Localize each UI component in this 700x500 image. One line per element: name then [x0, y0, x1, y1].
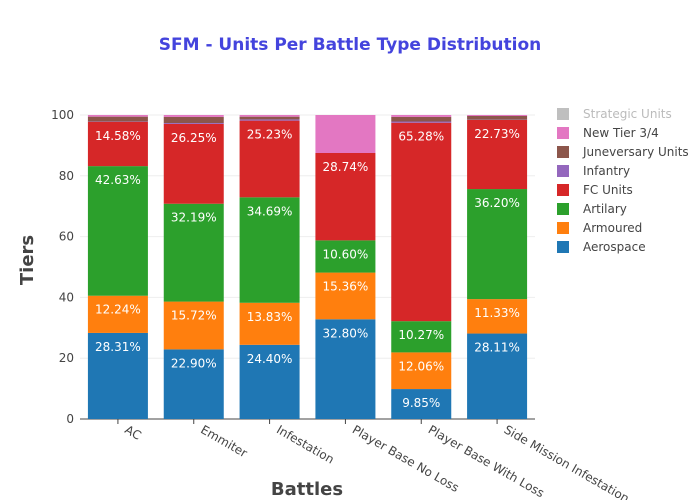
- data-label: 15.72%: [171, 309, 217, 323]
- data-label: 65.28%: [398, 130, 444, 144]
- legend-label[interactable]: Aerospace: [583, 240, 646, 254]
- y-tick-label: 100: [51, 108, 74, 122]
- bar-segment[interactable]: [87, 295, 148, 333]
- bar-segment[interactable]: [163, 115, 224, 117]
- bar-segment[interactable]: [87, 121, 148, 167]
- data-label: 28.11%: [474, 341, 520, 355]
- data-label: 22.73%: [474, 127, 520, 141]
- bar-segment[interactable]: [239, 120, 300, 198]
- bar-segment[interactable]: [239, 302, 300, 345]
- data-label: 32.19%: [171, 211, 217, 225]
- bar-segment[interactable]: [391, 121, 452, 123]
- x-tick-label: Infestation: [274, 422, 336, 466]
- legend-swatch[interactable]: [557, 241, 569, 253]
- x-axis-label: Battles: [271, 479, 343, 500]
- data-label: 11.33%: [474, 306, 520, 320]
- x-tick-label: AC: [122, 422, 143, 442]
- y-tick-label: 20: [59, 351, 74, 365]
- bar-segment[interactable]: [467, 189, 528, 300]
- data-label: 12.06%: [398, 359, 444, 373]
- bar-segment[interactable]: [467, 119, 528, 190]
- legend-label[interactable]: Strategic Units: [583, 107, 672, 121]
- y-tick-label: 80: [59, 169, 74, 183]
- bar-segment[interactable]: [239, 344, 300, 419]
- legend-swatch[interactable]: [557, 165, 569, 177]
- bar-segment[interactable]: [163, 116, 224, 124]
- x-tick-label: Emmiter: [198, 422, 249, 460]
- legend-swatch[interactable]: [557, 127, 569, 139]
- bar-segment[interactable]: [163, 349, 224, 419]
- bar-segment[interactable]: [315, 272, 376, 320]
- bar-segment[interactable]: [467, 299, 528, 334]
- legend-swatch[interactable]: [557, 184, 569, 196]
- bar-segment[interactable]: [391, 352, 452, 390]
- legend-swatch[interactable]: [557, 222, 569, 234]
- data-label: 34.69%: [247, 204, 293, 218]
- bar-segment[interactable]: [163, 301, 224, 350]
- data-label: 9.85%: [402, 396, 440, 410]
- data-label: 13.83%: [247, 310, 293, 324]
- bar-segment[interactable]: [315, 319, 376, 419]
- bar-segment[interactable]: [391, 122, 452, 322]
- bar-segment[interactable]: [87, 115, 148, 117]
- bar-segment[interactable]: [163, 123, 224, 124]
- legend-swatch[interactable]: [557, 146, 569, 158]
- y-tick-label: 60: [59, 230, 74, 244]
- y-tick-label: 40: [59, 290, 74, 304]
- bar-segment[interactable]: [315, 153, 376, 241]
- data-label: 26.25%: [171, 131, 217, 145]
- bar-segment[interactable]: [315, 115, 376, 153]
- bar-segment[interactable]: [239, 116, 300, 120]
- bar-segment[interactable]: [391, 116, 452, 122]
- y-axis-label: Tiers: [17, 235, 38, 285]
- data-label: 28.74%: [323, 160, 369, 174]
- bar-segment[interactable]: [467, 116, 528, 120]
- data-label: 28.31%: [95, 340, 141, 354]
- bar-segment[interactable]: [87, 116, 148, 122]
- chart-title: SFM - Units Per Battle Type Distribution: [159, 35, 542, 55]
- bar-segment[interactable]: [87, 332, 148, 419]
- bar-segment[interactable]: [239, 119, 300, 121]
- legend-label[interactable]: Armoured: [583, 221, 642, 235]
- legend-label[interactable]: Juneversary Units: [582, 145, 689, 159]
- bar-segment[interactable]: [467, 115, 528, 117]
- data-label: 42.63%: [95, 173, 141, 187]
- legend-label[interactable]: Artilary: [583, 202, 627, 216]
- bar-segment[interactable]: [467, 333, 528, 419]
- bar-segment[interactable]: [315, 240, 376, 273]
- bar-segment[interactable]: [87, 166, 148, 296]
- bar-segment[interactable]: [239, 115, 300, 117]
- bar-segment[interactable]: [239, 197, 300, 303]
- legend-label[interactable]: FC Units: [583, 183, 633, 197]
- data-label: 10.27%: [398, 328, 444, 342]
- legend-swatch[interactable]: [557, 108, 569, 120]
- data-label: 32.80%: [323, 326, 369, 340]
- y-tick-label: 0: [66, 412, 74, 426]
- data-label: 22.90%: [171, 356, 217, 370]
- data-label: 15.36%: [323, 280, 369, 294]
- data-label: 24.40%: [247, 352, 293, 366]
- bar-segment[interactable]: [391, 115, 452, 117]
- legend-label[interactable]: Infantry: [583, 164, 630, 178]
- legend-label[interactable]: New Tier 3/4: [583, 126, 659, 140]
- bar-segment[interactable]: [391, 389, 452, 419]
- data-label: 12.24%: [95, 303, 141, 317]
- bar-segment[interactable]: [391, 321, 452, 353]
- data-label: 36.20%: [474, 196, 520, 210]
- bar-segment[interactable]: [163, 203, 224, 302]
- bar-segment[interactable]: [163, 123, 224, 204]
- data-label: 10.60%: [323, 247, 369, 261]
- data-label: 14.58%: [95, 129, 141, 143]
- data-label: 25.23%: [247, 128, 293, 142]
- legend-swatch[interactable]: [557, 203, 569, 215]
